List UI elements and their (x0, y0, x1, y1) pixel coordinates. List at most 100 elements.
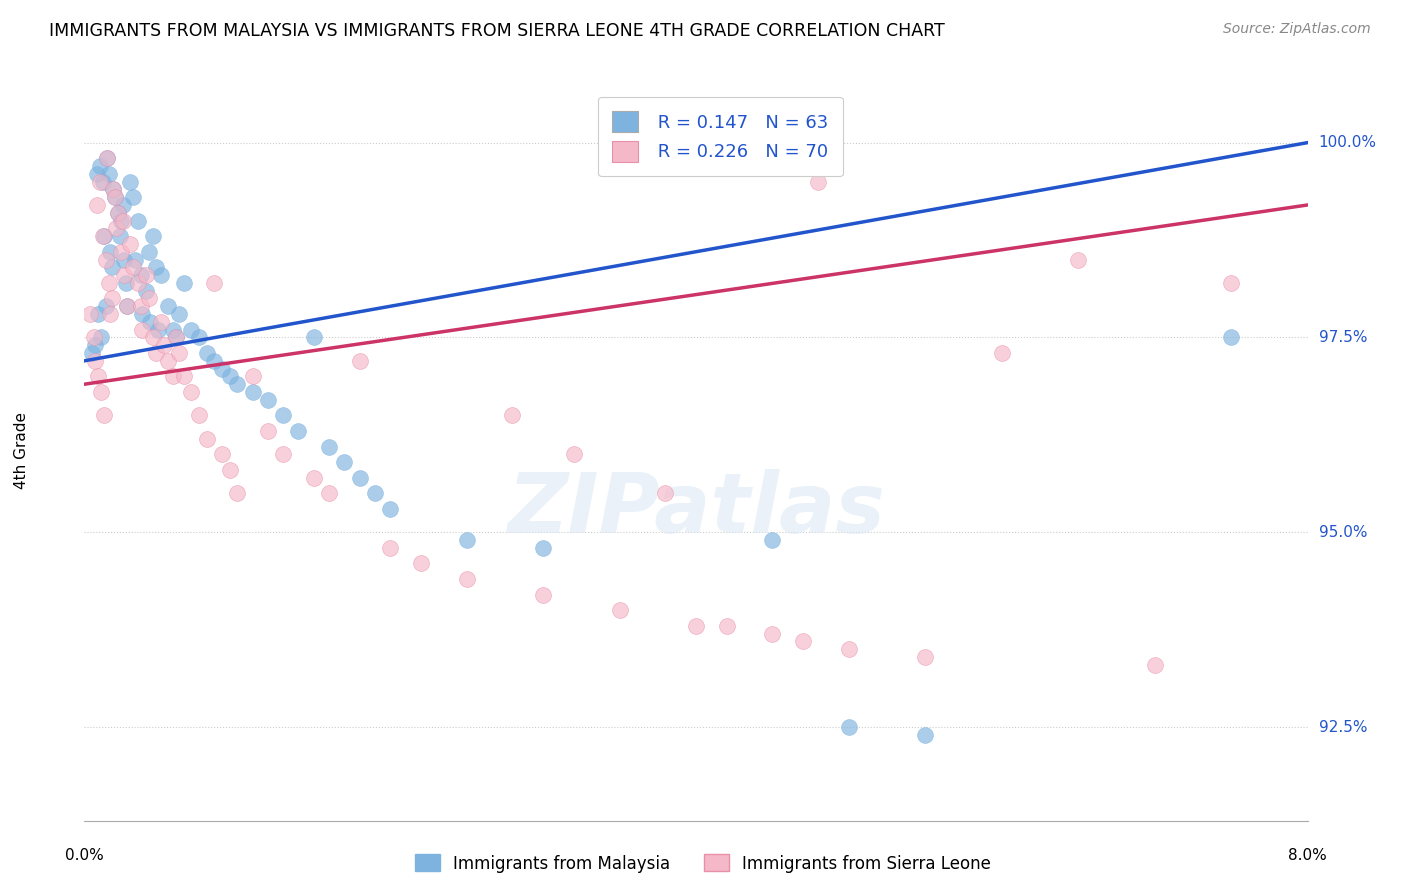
Point (112, 268, 135, 282)
Point (349, 354, 371, 368)
Point (349, 471, 371, 485)
Point (562, 447, 585, 461)
Point (101, 292, 124, 306)
Point (149, 268, 172, 282)
Point (110, 244, 132, 259)
Point (271, 409, 294, 423)
Point (838, 720, 860, 734)
Text: 95.0%: 95.0% (1319, 524, 1367, 540)
Point (165, 330, 187, 344)
Point (211, 361, 233, 376)
Point (991, 346, 1014, 360)
Point (122, 190, 145, 204)
Text: 0.0%: 0.0% (65, 848, 104, 863)
Point (108, 229, 131, 244)
Point (138, 292, 160, 306)
Point (93, 409, 115, 423)
Point (127, 276, 149, 290)
Point (195, 346, 218, 360)
Point (153, 338, 176, 352)
Point (129, 299, 152, 313)
Point (97, 167, 120, 181)
Point (87, 369, 110, 384)
Point (94, 299, 117, 313)
Point (105, 221, 128, 235)
Point (1220, 276, 1243, 290)
Point (146, 323, 169, 337)
Point (287, 424, 309, 438)
Point (104, 190, 127, 204)
Point (333, 455, 356, 469)
Point (218, 463, 240, 477)
Point (761, 626, 783, 640)
Point (107, 206, 129, 220)
Point (202, 354, 225, 368)
Point (173, 369, 195, 384)
Text: 8.0%: 8.0% (1288, 848, 1327, 863)
Point (115, 299, 138, 313)
Point (138, 244, 160, 259)
Point (211, 447, 233, 461)
Point (409, 557, 432, 571)
Point (145, 260, 167, 275)
Point (531, 588, 554, 602)
Point (90, 384, 112, 399)
Point (87, 307, 110, 321)
Point (112, 252, 135, 267)
Point (94, 252, 117, 267)
Point (807, 175, 830, 189)
Point (89, 159, 111, 173)
Point (167, 346, 190, 360)
Point (122, 260, 145, 275)
Point (124, 252, 146, 267)
Text: IMMIGRANTS FROM MALAYSIA VS IMMIGRANTS FROM SIERRA LEONE 4TH GRADE CORRELATION C: IMMIGRANTS FROM MALAYSIA VS IMMIGRANTS F… (49, 22, 945, 40)
Text: 97.5%: 97.5% (1319, 330, 1367, 345)
Point (104, 190, 127, 204)
Point (165, 330, 187, 344)
Text: 4th Grade: 4th Grade (14, 412, 30, 489)
Point (157, 354, 180, 368)
Point (103, 182, 125, 196)
Point (1067, 252, 1090, 267)
Point (761, 533, 783, 547)
Point (380, 541, 402, 555)
Point (80, 346, 103, 360)
Point (97, 276, 120, 290)
Point (90, 330, 112, 344)
Point (226, 486, 249, 500)
Point (86, 167, 108, 181)
Point (162, 323, 184, 337)
Point (654, 486, 676, 500)
Point (114, 276, 136, 290)
Point (91, 229, 114, 244)
Point (202, 276, 225, 290)
Point (84, 354, 107, 368)
Point (129, 268, 152, 282)
Point (111, 213, 134, 227)
Point (127, 213, 149, 227)
Point (318, 440, 340, 454)
Point (162, 369, 184, 384)
Point (318, 486, 340, 500)
Point (142, 330, 165, 344)
Point (115, 299, 138, 313)
Point (89, 175, 111, 189)
Point (188, 330, 211, 344)
Point (531, 541, 554, 555)
Point (120, 236, 142, 251)
Point (84, 338, 107, 352)
Point (1220, 330, 1243, 344)
Point (914, 728, 936, 742)
Point (86, 198, 108, 212)
Point (145, 346, 167, 360)
Legend: Immigrants from Malaysia, Immigrants from Sierra Leone: Immigrants from Malaysia, Immigrants fro… (408, 847, 998, 880)
Point (157, 299, 180, 313)
Point (111, 198, 134, 212)
Point (380, 502, 402, 516)
Point (257, 392, 280, 407)
Point (98, 307, 121, 321)
Point (242, 384, 264, 399)
Point (98, 244, 121, 259)
Point (456, 533, 478, 547)
Point (91, 175, 114, 189)
